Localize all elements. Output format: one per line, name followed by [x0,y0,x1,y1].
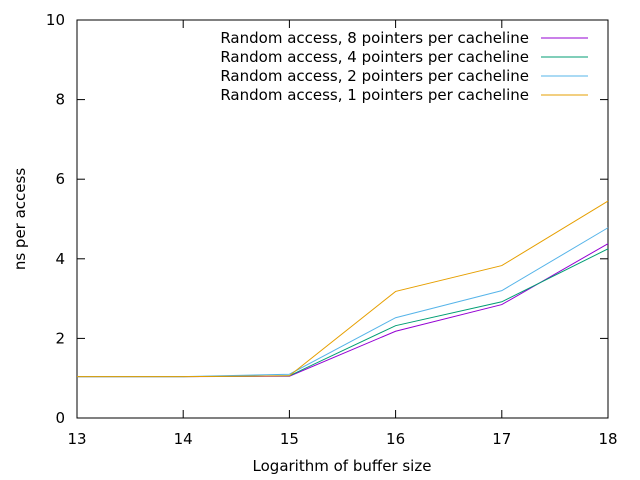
legend-label: Random access, 2 pointers per cacheline [220,67,529,85]
y-tick-label: 6 [55,170,65,188]
x-tick-label: 18 [598,430,617,448]
y-tick-label: 8 [55,91,65,109]
x-tick-label: 15 [280,430,299,448]
legend-label: Random access, 1 pointers per cacheline [220,86,529,104]
series-line-2 [77,227,609,378]
plot-frame [76,19,609,419]
y-axis: 0 2 4 6 8 10 [46,11,608,427]
x-tick-label: 16 [386,430,405,448]
series-lines [77,200,609,378]
y-tick-label: 2 [55,329,65,347]
series-line-0 [77,243,609,378]
x-tick-label: 14 [174,430,193,448]
x-tick-label: 17 [492,430,511,448]
y-tick-label: 10 [46,11,65,29]
series-line-1 [77,248,609,378]
y-axis-title: ns per access [11,168,29,271]
x-tick-label: 13 [67,430,86,448]
y-tick-label: 0 [55,409,65,427]
y-tick-label: 4 [55,250,65,268]
x-axis: 13 14 15 16 17 18 [67,20,618,448]
legend-label: Random access, 4 pointers per cacheline [220,48,529,66]
legend-label: Random access, 8 pointers per cacheline [220,29,529,47]
series-line-3 [77,200,609,378]
legend: Random access, 8 pointers per cachelineR… [220,29,588,104]
x-axis-title: Logarithm of buffer size [253,457,432,475]
